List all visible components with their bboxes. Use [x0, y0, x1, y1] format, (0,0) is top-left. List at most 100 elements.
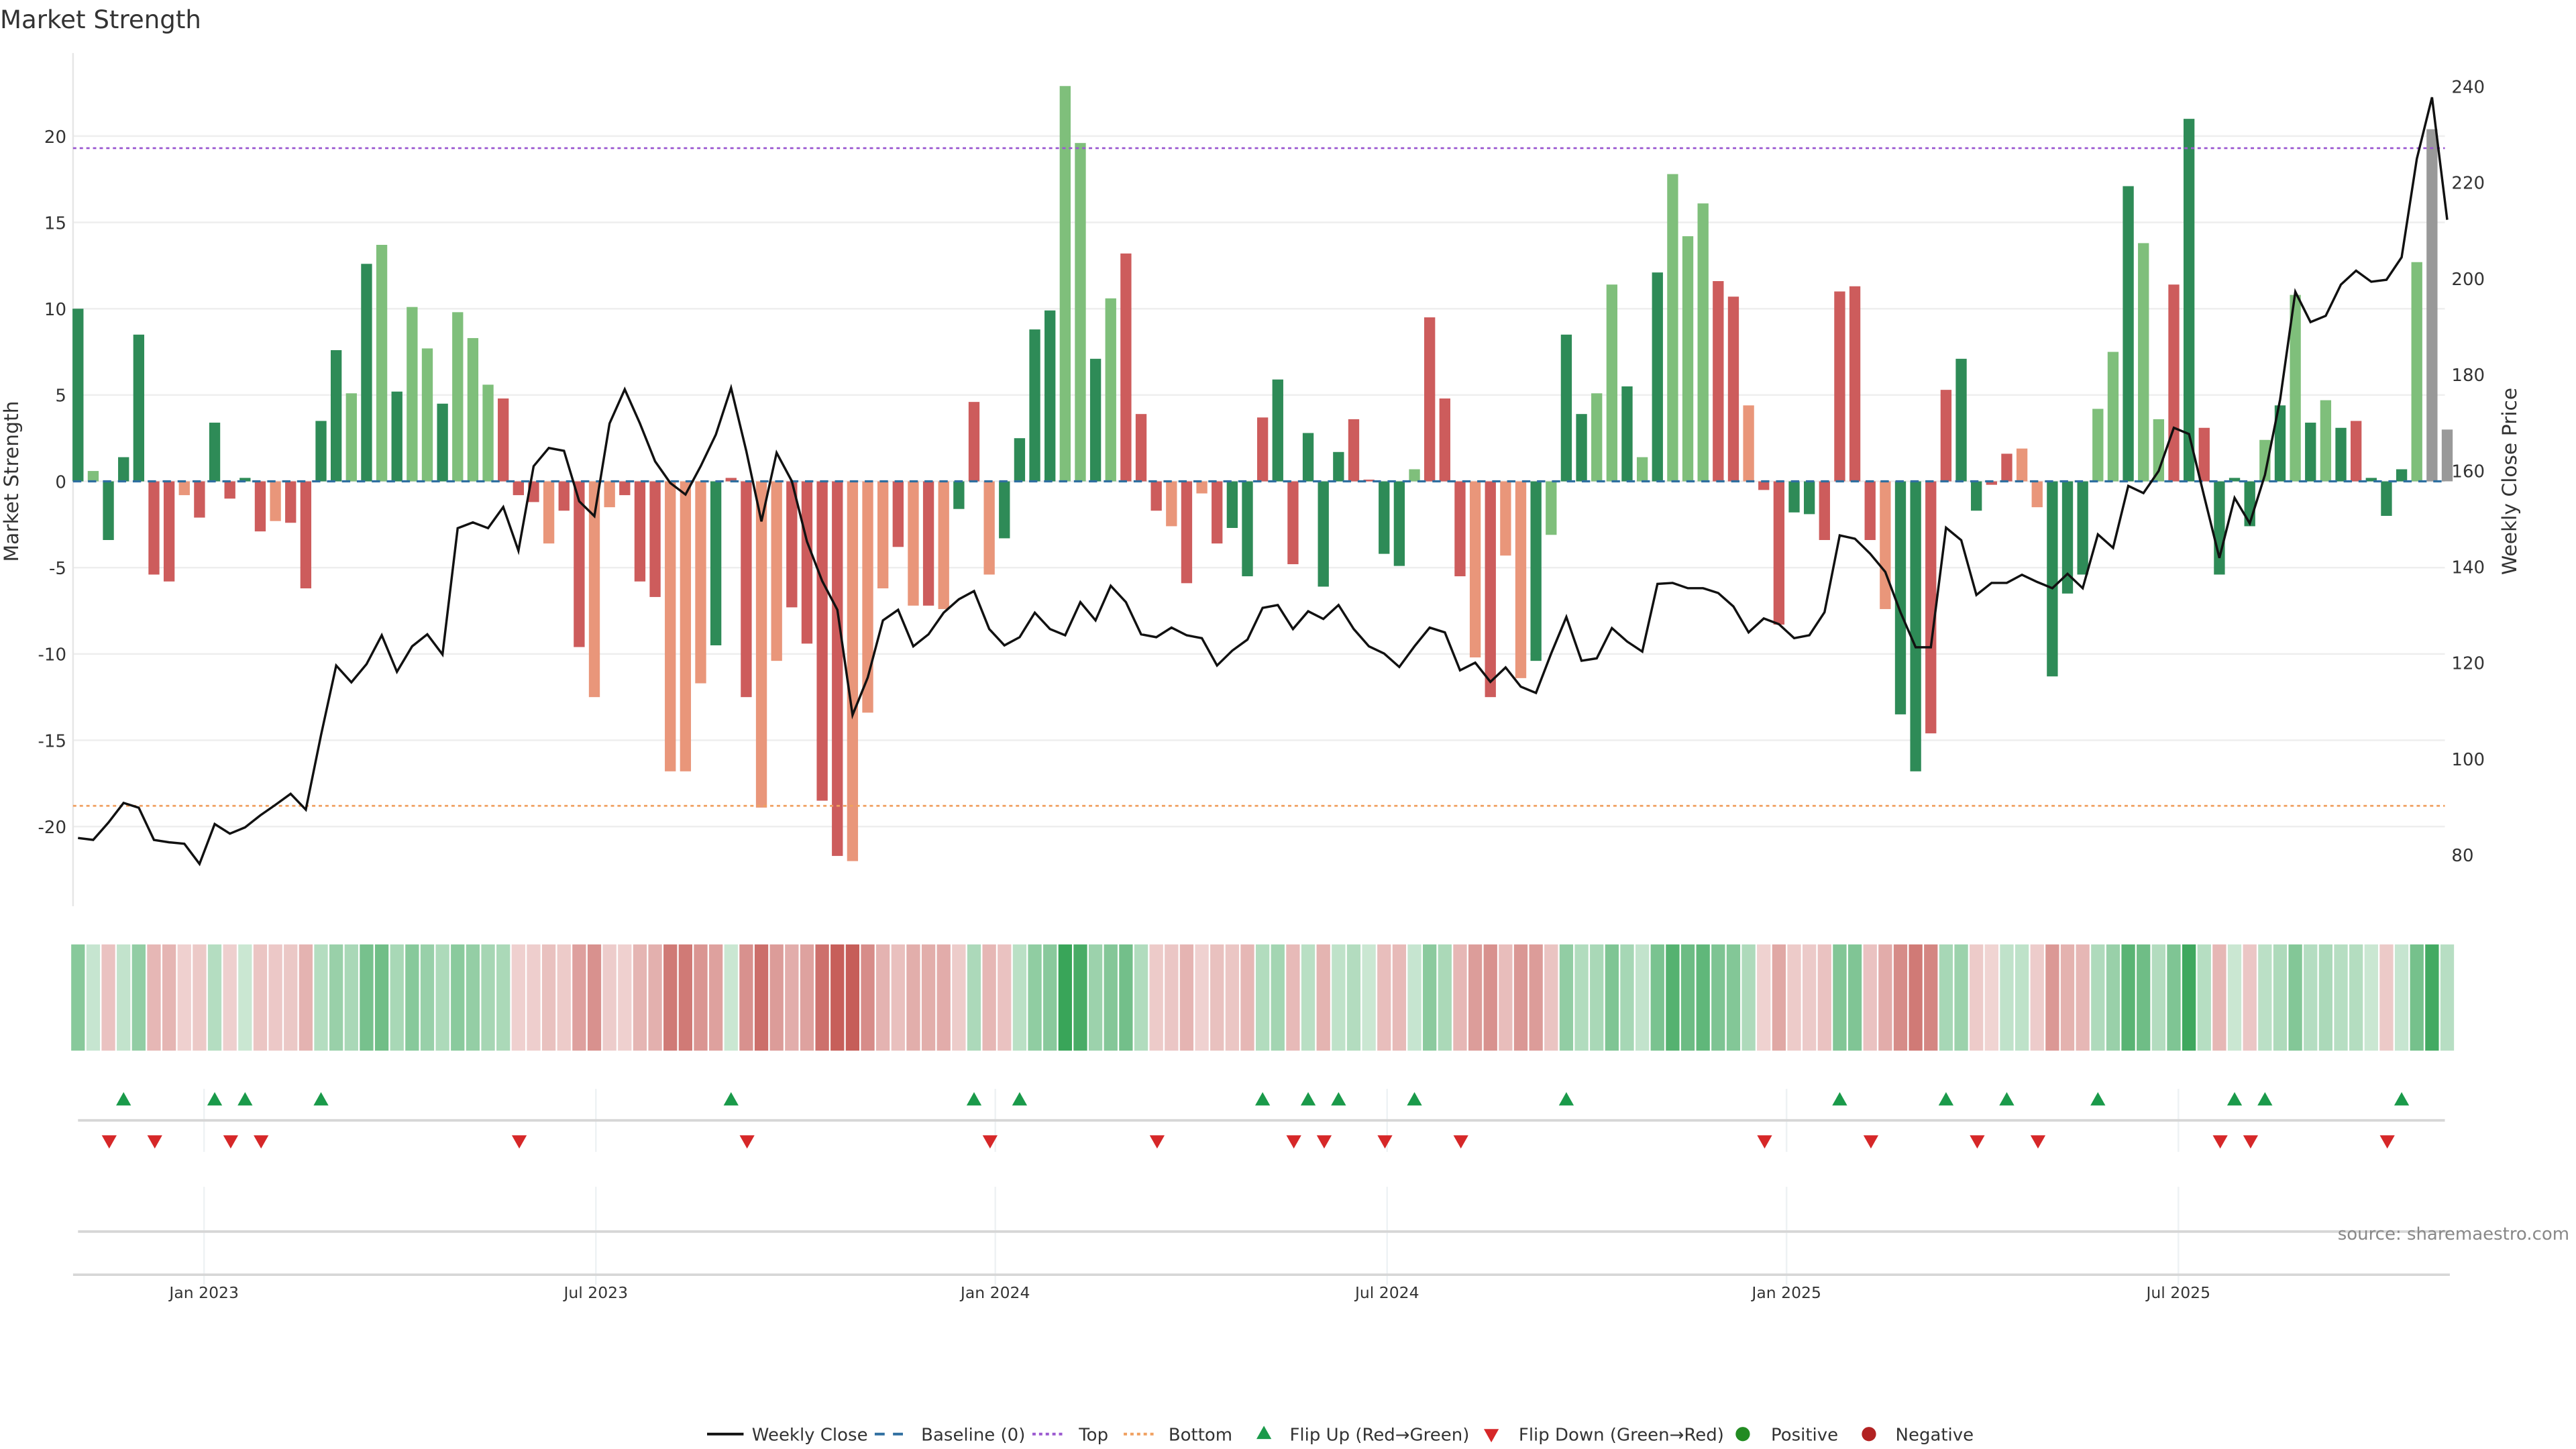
strength-bar [1454, 481, 1466, 577]
strength-bar [1089, 358, 1102, 482]
strength-bar [680, 481, 692, 771]
heat-cell [2394, 944, 2409, 1051]
strength-bar [1743, 405, 1754, 482]
heat-cell [1847, 944, 1862, 1051]
strength-bar [938, 481, 949, 609]
heat-cell [527, 944, 541, 1051]
heat-cell [1787, 944, 1801, 1051]
heat-cell [86, 944, 101, 1051]
strength-bar [1910, 481, 1921, 771]
strength-bar [2259, 439, 2271, 482]
heat-cell [1544, 944, 1558, 1051]
strength-bar [467, 337, 479, 482]
strength-bar [786, 481, 798, 608]
legend-flip-up: Flip Up (Red→Green) [1289, 1426, 1469, 1446]
flip-down-marker [2379, 1135, 2395, 1149]
strength-bar [148, 481, 160, 575]
heat-cell [967, 944, 981, 1051]
strength-bar [498, 398, 509, 482]
strength-bar [1515, 481, 1527, 678]
heat-cell [1893, 944, 1908, 1051]
heat-cell [451, 944, 465, 1051]
heat-cell [1149, 944, 1163, 1051]
heat-cell [754, 944, 769, 1051]
strength-bar [771, 481, 782, 661]
heat-cell [982, 944, 996, 1051]
heat-cell [1650, 944, 1664, 1051]
y2-tick-label: 80 [2451, 846, 2473, 866]
heat-cell [2045, 944, 2059, 1051]
strength-bar [1591, 393, 1603, 482]
strength-bar [816, 481, 828, 801]
y2-axis-title: Weekly Close Price [2498, 388, 2522, 575]
strength-bar [1682, 236, 1694, 482]
x-tick-label: Jul 2024 [1354, 1283, 1419, 1302]
x-tick-labels: Jan 2023 Jul 2023 Jan 2024 Jul 2024 Jan 2025… [168, 1283, 2210, 1302]
strength-bar [376, 244, 388, 482]
heat-cell [2000, 944, 2014, 1051]
heat-cell [207, 944, 222, 1051]
heat-cell [1483, 944, 1497, 1051]
strength-bar [1485, 481, 1496, 698]
strength-bar [665, 481, 676, 771]
heat-cell [1073, 944, 1087, 1051]
legend-flip-up-icon [1256, 1426, 1272, 1440]
strength-bar [391, 391, 402, 482]
strength-bar [1393, 481, 1405, 566]
heat-cell [1878, 944, 1892, 1051]
heat-cell [1362, 944, 1376, 1051]
strength-bar [908, 481, 919, 606]
heat-cell [1240, 944, 1254, 1051]
strength-bar [1986, 481, 1997, 485]
strength-bar [1530, 481, 1542, 661]
strength-bar [741, 481, 752, 698]
y-tick-label: -15 [38, 731, 66, 751]
strength-bar [1713, 281, 1724, 482]
heat-cell [1984, 944, 1998, 1051]
heat-cell [936, 944, 951, 1051]
heat-cell [1817, 944, 1831, 1051]
strength-bar [999, 481, 1010, 539]
flip-down-marker [223, 1135, 239, 1149]
strength-bar [2426, 129, 2438, 482]
legend: Weekly Close Baseline (0) Top Bottom Flip Up… [707, 1426, 1974, 1446]
strength-bar [1773, 481, 1785, 625]
strength-bar [1864, 481, 1876, 541]
strength-bar [1834, 291, 1845, 482]
heat-cell [1043, 944, 1057, 1051]
strength-bar [619, 481, 631, 496]
strength-bar [118, 457, 129, 482]
heat-cell [769, 944, 784, 1051]
heat-cell [147, 944, 161, 1051]
strength-bar [1894, 481, 1907, 714]
flip-down-marker [1757, 1135, 1772, 1149]
flip-down-marker [1970, 1135, 1985, 1149]
heat-cell [587, 944, 602, 1051]
strength-bar [513, 481, 524, 496]
flip-down-marker [1286, 1135, 1301, 1149]
flip-up-marker [1012, 1092, 1028, 1106]
strength-bar [1424, 317, 1436, 482]
heat-cell [2379, 944, 2394, 1051]
flip-up-marker [1300, 1092, 1316, 1106]
heat-cell [314, 944, 328, 1051]
flip-down-marker [511, 1135, 527, 1149]
strength-bar [2001, 453, 2012, 482]
heat-cell [952, 944, 966, 1051]
heat-cell [800, 944, 814, 1051]
strength-bar [2047, 481, 2058, 677]
strength-bar [254, 481, 266, 532]
strength-bar [2305, 423, 2316, 482]
heat-cell [1088, 944, 1103, 1051]
heat-cell [360, 944, 374, 1051]
y-tick-label: -20 [38, 818, 66, 838]
y2-tick-label: 240 [2451, 77, 2485, 97]
y-tick-label: 0 [55, 472, 66, 492]
heat-cell [2243, 944, 2257, 1051]
strength-bar [1803, 481, 1815, 515]
flip-down-marker [1377, 1135, 1393, 1149]
heat-cell [1954, 944, 1968, 1051]
y2-tick-label: 120 [2451, 654, 2485, 674]
flip-up-marker [1938, 1092, 1954, 1106]
heat-cell [2349, 944, 2363, 1051]
